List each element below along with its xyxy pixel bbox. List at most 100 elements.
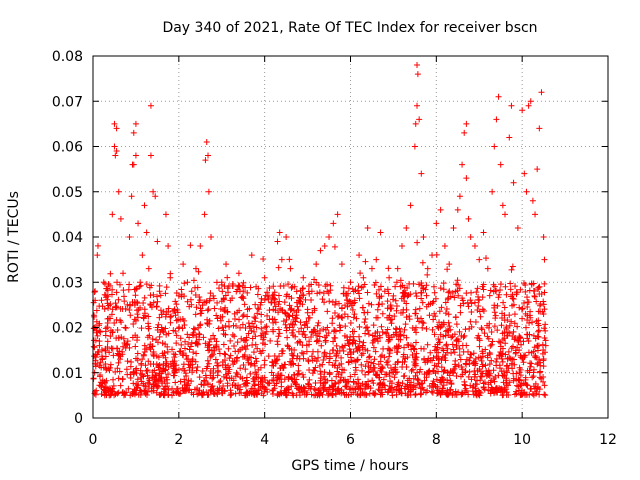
data-point bbox=[242, 366, 249, 373]
data-point bbox=[483, 367, 490, 374]
data-point bbox=[104, 296, 111, 303]
data-point bbox=[437, 324, 444, 331]
data-point bbox=[300, 384, 307, 391]
data-point bbox=[396, 325, 403, 332]
data-point bbox=[332, 380, 339, 387]
data-point bbox=[295, 367, 302, 374]
data-point bbox=[477, 354, 484, 361]
data-point bbox=[184, 298, 191, 305]
data-point bbox=[517, 391, 524, 398]
data-point bbox=[213, 279, 220, 286]
data-point bbox=[110, 352, 117, 359]
data-point bbox=[162, 354, 169, 361]
data-point bbox=[269, 326, 276, 333]
data-point bbox=[105, 315, 112, 322]
data-point bbox=[170, 363, 177, 370]
data-point bbox=[244, 355, 251, 362]
data-point bbox=[505, 329, 512, 336]
data-point bbox=[143, 367, 150, 374]
data-point bbox=[327, 287, 334, 294]
data-point bbox=[504, 362, 511, 369]
data-point bbox=[366, 353, 373, 360]
data-point bbox=[330, 338, 337, 345]
data-point bbox=[346, 386, 353, 393]
data-point bbox=[511, 311, 518, 318]
data-point bbox=[487, 351, 494, 358]
data-point bbox=[309, 370, 316, 377]
data-point bbox=[257, 348, 264, 355]
data-point bbox=[476, 256, 483, 263]
data-point bbox=[229, 295, 236, 302]
data-point bbox=[153, 372, 160, 379]
data-point bbox=[207, 387, 214, 394]
data-point bbox=[541, 325, 548, 332]
data-point bbox=[362, 380, 369, 387]
data-point bbox=[479, 350, 486, 357]
data-point bbox=[248, 327, 255, 334]
data-point bbox=[258, 325, 265, 332]
data-point bbox=[404, 285, 411, 292]
data-point bbox=[488, 357, 495, 364]
data-point bbox=[504, 382, 511, 389]
data-point bbox=[306, 314, 313, 321]
data-point bbox=[540, 234, 547, 240]
data-point bbox=[181, 293, 188, 300]
data-point bbox=[478, 373, 485, 380]
data-point bbox=[288, 346, 295, 353]
data-point bbox=[239, 313, 246, 320]
data-point bbox=[154, 298, 161, 305]
data-point bbox=[384, 305, 391, 312]
data-point bbox=[108, 291, 115, 298]
data-point bbox=[149, 343, 156, 350]
data-point bbox=[144, 388, 151, 395]
data-point bbox=[215, 368, 222, 375]
data-point bbox=[317, 377, 324, 384]
data-point bbox=[344, 303, 351, 310]
data-point bbox=[400, 306, 407, 313]
data-point bbox=[413, 339, 420, 346]
data-point bbox=[362, 363, 369, 370]
data-point bbox=[482, 362, 489, 369]
data-point bbox=[130, 129, 137, 136]
data-point bbox=[272, 307, 279, 314]
data-point bbox=[109, 211, 116, 218]
data-point bbox=[220, 341, 227, 348]
data-point bbox=[370, 368, 377, 375]
data-point bbox=[229, 331, 236, 338]
data-point bbox=[134, 350, 141, 357]
data-point bbox=[269, 362, 276, 369]
data-point bbox=[534, 361, 541, 368]
data-point bbox=[473, 377, 480, 384]
data-point bbox=[159, 350, 166, 357]
data-point bbox=[195, 299, 202, 306]
data-point bbox=[215, 325, 222, 332]
data-point bbox=[314, 290, 321, 297]
data-point bbox=[275, 333, 282, 340]
data-point bbox=[439, 353, 446, 360]
data-point bbox=[286, 324, 293, 331]
data-point bbox=[240, 312, 247, 319]
data-point bbox=[528, 386, 535, 393]
data-point bbox=[286, 256, 293, 263]
data-point bbox=[242, 392, 249, 399]
data-point bbox=[120, 343, 127, 350]
data-point bbox=[282, 321, 289, 328]
data-point bbox=[184, 331, 191, 338]
data-point bbox=[386, 347, 393, 354]
data-point bbox=[298, 349, 305, 356]
data-point bbox=[216, 350, 223, 357]
data-point bbox=[238, 294, 245, 301]
data-point bbox=[514, 224, 521, 231]
data-point bbox=[206, 346, 213, 353]
data-point bbox=[227, 352, 234, 359]
data-point bbox=[426, 382, 433, 389]
data-point bbox=[200, 334, 207, 341]
data-point bbox=[263, 386, 270, 393]
data-point bbox=[465, 215, 472, 222]
data-point bbox=[99, 303, 106, 310]
data-point bbox=[419, 259, 426, 266]
data-point bbox=[393, 302, 400, 309]
data-point bbox=[448, 350, 455, 357]
data-point bbox=[249, 385, 256, 392]
data-point bbox=[497, 339, 504, 346]
